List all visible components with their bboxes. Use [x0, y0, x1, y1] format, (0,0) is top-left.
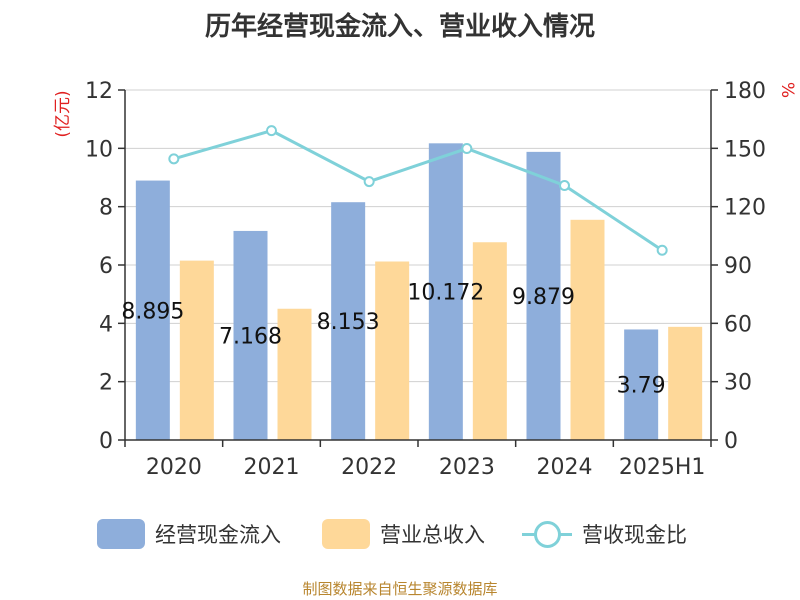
left-tick-label: 4	[99, 312, 113, 337]
legend-item-revenue[interactable]: 营业总收入	[322, 516, 485, 552]
right-tick-label: 180	[724, 79, 766, 104]
bar-cash-inflow	[624, 329, 659, 440]
x-tick-label: 2020	[146, 455, 202, 480]
data-labels: 8.895 7.168 8.153 10.172 9.879 3.79	[121, 281, 665, 399]
left-axis-unit: (亿元)	[53, 90, 73, 137]
ratio-point	[168, 153, 180, 165]
legend-swatch-ratio	[522, 519, 572, 549]
right-tick-label: 150	[724, 137, 766, 162]
ratio-point	[559, 179, 570, 191]
chart-title: 历年经营现金流入、营业收入情况	[204, 12, 595, 42]
x-tick-label: 2023	[439, 455, 495, 480]
legend-swatch-cash-inflow	[97, 519, 145, 549]
data-label-cash-inflow: 8.895	[121, 299, 184, 324]
bar-cash-inflow	[428, 143, 463, 441]
x-tick-label: 2025H1	[619, 455, 706, 480]
x-tick-label: 2022	[341, 455, 397, 480]
ratio-point	[363, 176, 375, 188]
bar-revenue	[472, 242, 507, 440]
legend-swatch-revenue	[322, 519, 370, 549]
ratio-point	[461, 143, 473, 155]
data-label-cash-inflow: 7.168	[219, 324, 282, 349]
legend-label-ratio: 营收现金比	[582, 523, 687, 547]
left-tick-label: 6	[99, 254, 113, 279]
right-tick-label: 90	[724, 254, 752, 279]
left-tick-label: 8	[99, 196, 113, 221]
legend: 经营现金流入 营业总收入 营收现金比	[0, 516, 800, 556]
bar-revenue	[179, 260, 214, 440]
data-label-cash-inflow: 8.153	[317, 310, 380, 335]
x-tick-label: 2021	[244, 455, 300, 480]
right-tick-label: 0	[724, 429, 738, 454]
bar-revenue	[375, 261, 410, 440]
ratio-point	[656, 244, 668, 256]
legend-label-cash-inflow: 经营现金流入	[155, 523, 281, 547]
data-label-cash-inflow: 3.79	[617, 374, 666, 399]
ratio-point	[266, 125, 277, 137]
right-axis-unit: %	[777, 82, 797, 98]
right-tick-label: 60	[724, 312, 752, 337]
left-tick-label: 10	[85, 137, 113, 162]
legend-label-revenue: 营业总收入	[380, 523, 485, 547]
legend-item-cash-inflow[interactable]: 经营现金流入	[97, 516, 281, 552]
left-tick-label: 0	[99, 429, 113, 454]
data-label-cash-inflow: 10.172	[407, 281, 484, 306]
bar-revenue	[570, 219, 605, 440]
bar-series	[135, 143, 703, 441]
legend-item-ratio[interactable]: 营收现金比	[522, 516, 687, 552]
ratio-line	[173, 129, 663, 252]
left-tick-label: 12	[85, 79, 113, 104]
right-tick-label: 120	[724, 196, 766, 221]
data-label-cash-inflow: 9.879	[512, 285, 575, 310]
bar-cash-inflow	[331, 202, 366, 440]
bar-revenue	[277, 308, 312, 440]
left-tick-label: 2	[99, 371, 113, 396]
x-tick-label: 2024	[537, 455, 593, 480]
bar-cash-inflow	[233, 230, 268, 440]
bar-revenue	[668, 326, 703, 440]
right-tick-label: 30	[724, 371, 752, 396]
bar-cash-inflow	[526, 151, 561, 441]
bar-cash-inflow	[135, 180, 170, 440]
ratio-line-series	[168, 125, 668, 256]
grid-lines	[125, 89, 711, 383]
source-note: 制图数据来自恒生聚源数据库	[302, 580, 498, 598]
